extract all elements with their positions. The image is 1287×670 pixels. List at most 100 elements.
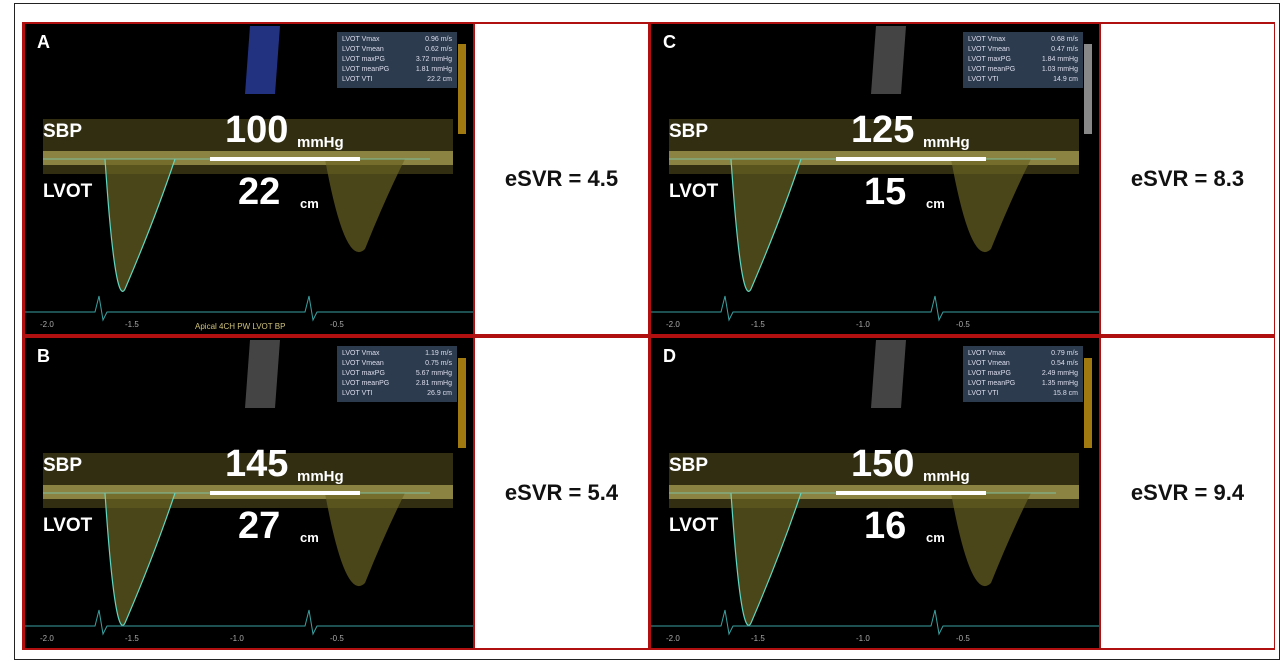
x-axis-label: -1.5	[125, 634, 139, 643]
measurement-row: LVOT VTI 15.8 cm	[968, 389, 1078, 399]
measurement-value: 2.49 mmHg	[1041, 370, 1078, 377]
measurement-name: LVOT meanPG	[968, 380, 1016, 387]
result-box: eSVR = 5.4	[475, 338, 648, 648]
esvr-label: eSVR = 8.3	[1130, 166, 1245, 191]
ecg-trace	[651, 609, 1099, 636]
measurement-row: LVOT Vmean 0.54 m/s	[968, 359, 1078, 369]
doppler-image: D SBP LVOT 150 mmHg 16 cm LVOT Vmax 0.79 m/s LVOT…	[651, 338, 1099, 648]
pressure-unit: mmHg	[923, 468, 970, 485]
result-box: eSVR = 8.3	[1101, 24, 1274, 334]
measurement-value: 1.19 m/s	[425, 350, 452, 357]
measurement-row: LVOT Vmax 0.96 m/s	[342, 35, 452, 45]
measurement-row: LVOT maxPG 3.72 mmHg	[342, 55, 452, 65]
measurement-name: LVOT maxPG	[342, 370, 385, 377]
lvot-label: LVOT	[669, 181, 719, 202]
image-caption: Apical 4CH PW LVOT BP	[195, 322, 286, 331]
lvot-label: LVOT	[43, 515, 93, 536]
vti-unit: cm	[300, 196, 319, 211]
measurement-value: 22.2 cm	[427, 76, 452, 83]
measurement-row: LVOT VTI 14.9 cm	[968, 75, 1078, 85]
measurement-row: LVOT meanPG 1.35 mmHg	[968, 379, 1078, 389]
measurement-name: LVOT Vmean	[968, 360, 1010, 367]
measurement-row: LVOT Vmax 0.68 m/s	[968, 35, 1078, 45]
vti-value: 16	[864, 505, 907, 547]
pressure-unit: mmHg	[297, 134, 344, 151]
x-axis-label: -1.5	[751, 320, 765, 329]
measurement-name: LVOT meanPG	[342, 66, 390, 73]
pressure-value: 145	[225, 443, 289, 485]
measurement-value: 3.72 mmHg	[415, 56, 452, 63]
measurement-value: 1.35 mmHg	[1041, 380, 1078, 387]
measurement-value: 1.84 mmHg	[1041, 56, 1078, 63]
measurement-box: LVOT Vmax 0.68 m/s LVOT Vmean 0.47 m/s LVOT …	[963, 32, 1083, 88]
echo-fan	[871, 26, 906, 94]
echo-fan	[871, 340, 906, 408]
measurement-name: LVOT Vmean	[968, 46, 1010, 53]
pressure-value: 150	[851, 443, 915, 485]
doppler-image: A SBP LVOT 100 mmHg 22 cm LVOT Vmax 0.96 m/s LVOT…	[25, 24, 473, 334]
measurement-value: 1.81 mmHg	[415, 66, 452, 73]
vti-trace	[730, 158, 802, 292]
measurement-name: LVOT Vmax	[968, 36, 1006, 43]
measurement-name: LVOT Vmean	[342, 360, 384, 367]
flow-envelope	[731, 493, 1031, 626]
measurement-box: LVOT Vmax 0.79 m/s LVOT Vmean 0.54 m/s LVOT …	[963, 346, 1083, 402]
panel-letter: A	[37, 32, 50, 52]
measurement-name: LVOT Vmax	[342, 350, 380, 357]
measurement-row: LVOT VTI 26.9 cm	[342, 389, 452, 399]
measurement-name: LVOT meanPG	[968, 66, 1016, 73]
measurement-row: LVOT Vmean 0.47 m/s	[968, 45, 1078, 55]
sbp-label: SBP	[43, 121, 83, 142]
measurement-row: LVOT Vmax 1.19 m/s	[342, 349, 452, 359]
panel-letter: D	[663, 346, 676, 366]
ecg-trace	[25, 295, 473, 322]
echo-fan	[245, 340, 280, 408]
esvr-label: eSVR = 9.4	[1130, 480, 1245, 505]
x-axis-label: -1.0	[856, 634, 870, 643]
doppler-image: B SBP LVOT 145 mmHg 27 cm LVOT Vmax 1.19 m/s LVOT…	[25, 338, 473, 648]
vti-value: 27	[238, 505, 281, 547]
doppler-trace	[25, 26, 473, 322]
lvot-label: LVOT	[669, 515, 719, 536]
x-axis-label: -1.0	[856, 320, 870, 329]
measurement-value: 0.75 m/s	[425, 360, 452, 367]
measurement-value: 15.8 cm	[1053, 390, 1078, 397]
vti-trace	[730, 492, 802, 626]
x-axis-label: -2.0	[666, 320, 680, 329]
measurement-value: 0.79 m/s	[1051, 350, 1078, 357]
vti-trace	[104, 158, 176, 292]
x-axis-label: -2.0	[40, 320, 54, 329]
doppler-trace	[25, 340, 473, 636]
x-axis-label: -0.5	[330, 320, 344, 329]
measurement-value: 0.96 m/s	[425, 36, 452, 43]
sbp-label: SBP	[43, 455, 83, 476]
result-box: eSVR = 9.4	[1101, 338, 1274, 648]
measurement-name: LVOT maxPG	[968, 56, 1011, 63]
vti-value: 22	[238, 171, 281, 213]
pressure-unit: mmHg	[297, 468, 344, 485]
x-axis-label: -0.5	[956, 634, 970, 643]
lvot-label: LVOT	[43, 181, 93, 202]
x-axis-label: -0.5	[330, 634, 344, 643]
measurement-value: 0.47 m/s	[1051, 46, 1078, 53]
measurement-row: LVOT maxPG 5.67 mmHg	[342, 369, 452, 379]
x-axis-label: -2.0	[666, 634, 680, 643]
measurement-name: LVOT Vmean	[342, 46, 384, 53]
result-box: eSVR = 4.5	[475, 24, 648, 334]
pressure-unit: mmHg	[923, 134, 970, 151]
ecg-trace	[25, 609, 473, 636]
panel-letter: B	[37, 346, 50, 366]
measurement-name: LVOT VTI	[342, 76, 373, 83]
measurement-name: LVOT maxPG	[342, 56, 385, 63]
vti-unit: cm	[300, 530, 319, 545]
measurement-row: LVOT Vmax 0.79 m/s	[968, 349, 1078, 359]
measurement-value: 0.62 m/s	[425, 46, 452, 53]
pressure-value: 100	[225, 109, 289, 151]
x-axis-label: -1.5	[751, 634, 765, 643]
measurement-value: 26.9 cm	[427, 390, 452, 397]
measurement-value: 0.54 m/s	[1051, 360, 1078, 367]
measurement-box: LVOT Vmax 0.96 m/s LVOT Vmean 0.62 m/s LVOT …	[337, 32, 457, 88]
measurement-row: LVOT VTI 22.2 cm	[342, 75, 452, 85]
color-scale	[1084, 358, 1092, 448]
color-scale	[1084, 44, 1092, 134]
